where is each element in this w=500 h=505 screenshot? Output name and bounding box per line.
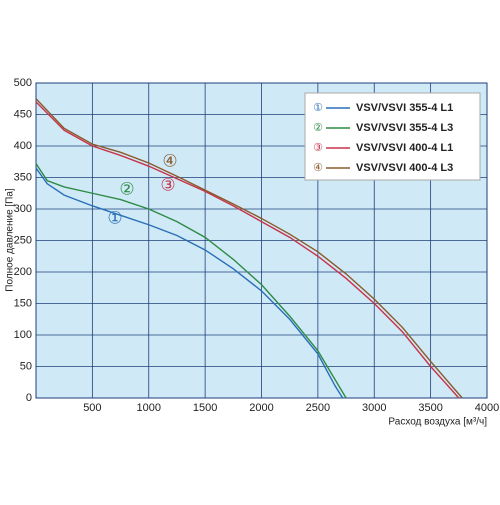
legend-label: VSV/VSVI 355-4 L1 xyxy=(356,102,453,114)
curve-label: ④ xyxy=(162,151,177,170)
x-tick-label: 4000 xyxy=(475,402,499,414)
legend-marker: ① xyxy=(313,102,323,114)
lines xyxy=(35,98,463,399)
y-tick-label: 350 xyxy=(14,171,32,183)
y-tick-label: 300 xyxy=(14,203,32,215)
data-line xyxy=(35,163,347,399)
legend-marker: ② xyxy=(313,122,323,134)
x-tick-label: 2500 xyxy=(306,402,330,414)
x-tick-label: 500 xyxy=(83,402,101,414)
legend-label: VSV/VSVI 400-4 L1 xyxy=(356,142,453,154)
x-tick-label: 1500 xyxy=(193,402,217,414)
grid xyxy=(36,82,488,399)
data-line xyxy=(35,101,460,399)
y-tick-label: 0 xyxy=(26,392,32,404)
legend-marker: ③ xyxy=(313,142,323,154)
y-tick-label: 450 xyxy=(14,108,32,120)
curve-label: ② xyxy=(119,179,134,198)
y-tick-label: 150 xyxy=(14,297,32,309)
y-axis-label: Полное давление [Па] xyxy=(5,188,16,292)
curve-label: ① xyxy=(107,208,122,227)
y-tick-label: 200 xyxy=(14,266,32,278)
legend-label: VSV/VSVI 400-4 L3 xyxy=(356,162,453,174)
x-tick-label: 2000 xyxy=(249,402,273,414)
y-tick-label: 100 xyxy=(14,329,32,341)
x-tick-label: 3500 xyxy=(418,402,442,414)
y-tick-label: 500 xyxy=(14,77,32,89)
y-tick-label: 250 xyxy=(14,234,32,246)
y-tick-label: 50 xyxy=(20,360,32,372)
x-tick-label: 3000 xyxy=(362,402,386,414)
y-tick-label: 400 xyxy=(14,140,32,152)
curve-label: ③ xyxy=(160,175,175,194)
legend-marker: ④ xyxy=(313,162,323,174)
x-axis-label: Расход воздуха [м³/ч] xyxy=(388,417,487,428)
data-line xyxy=(35,98,463,399)
legend-label: VSV/VSVI 355-4 L3 xyxy=(356,122,453,134)
data-line xyxy=(35,167,344,399)
x-tick-label: 1000 xyxy=(137,402,161,414)
